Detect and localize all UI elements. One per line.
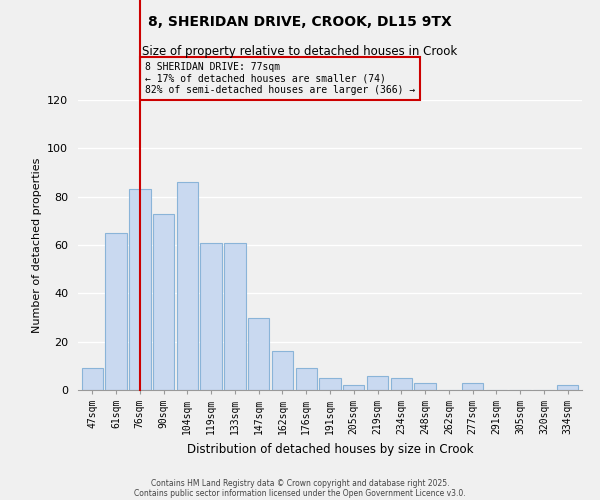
Y-axis label: Number of detached properties: Number of detached properties [32,158,41,332]
Text: Contains HM Land Registry data © Crown copyright and database right 2025.: Contains HM Land Registry data © Crown c… [151,478,449,488]
Bar [106,233,127,390]
X-axis label: Distribution of detached houses by size in Crook: Distribution of detached houses by size … [187,442,473,456]
Bar [82,368,103,390]
Bar [557,385,578,390]
Text: 8 SHERIDAN DRIVE: 77sqm
← 17% of detached houses are smaller (74)
82% of semi-de: 8 SHERIDAN DRIVE: 77sqm ← 17% of detache… [145,62,415,95]
Bar [153,214,174,390]
Bar [129,190,151,390]
Text: Contains public sector information licensed under the Open Government Licence v3: Contains public sector information licen… [134,488,466,498]
Bar [176,182,198,390]
Bar [367,376,388,390]
Bar [200,242,222,390]
Bar [343,385,364,390]
Bar [296,368,317,390]
Bar [248,318,269,390]
Bar [319,378,341,390]
Bar [391,378,412,390]
Text: 8, SHERIDAN DRIVE, CROOK, DL15 9TX: 8, SHERIDAN DRIVE, CROOK, DL15 9TX [148,15,452,29]
Bar [272,352,293,390]
Text: Size of property relative to detached houses in Crook: Size of property relative to detached ho… [142,45,458,58]
Bar [462,383,484,390]
Bar [415,383,436,390]
Bar [224,242,245,390]
